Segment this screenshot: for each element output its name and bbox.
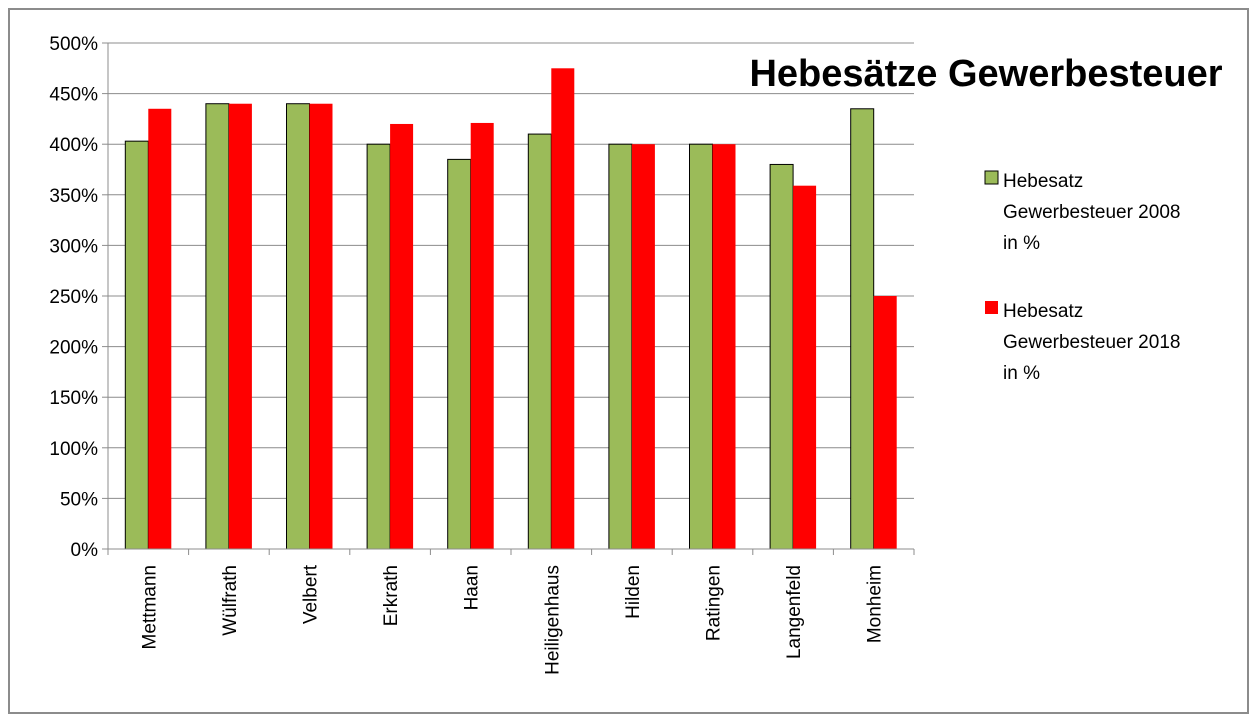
legend: Hebesatz Gewerbesteuer 2008 in % Hebesatz Ge… xyxy=(984,170,1180,384)
bar-2018-erkrath xyxy=(390,123,414,550)
x-tick-label: Ratingen xyxy=(704,565,725,641)
legend-label: Gewerbesteuer 2018 xyxy=(1003,332,1180,353)
bar-2008-monheim xyxy=(850,108,875,550)
y-tick-label: 500% xyxy=(49,34,98,55)
x-tick-labels: Mettmann Wülfrath Velbert Erkrath Haan Heilig… xyxy=(139,564,885,675)
chart-title: Hebesätze Gewerbesteuer xyxy=(749,53,1222,95)
bar-2008-erkrath xyxy=(366,143,391,550)
bar-2018-ratingen xyxy=(712,144,736,549)
legend-label: Hebesatz xyxy=(1003,171,1083,192)
bar-2018-monheim xyxy=(873,296,897,549)
y-tick-label: 300% xyxy=(49,236,98,257)
bar-2018-velbert xyxy=(309,103,333,549)
axes xyxy=(107,43,914,550)
legend-label: Hebesatz xyxy=(1003,301,1083,322)
bar-2018-hilden xyxy=(631,144,655,549)
bar-2018-wülfrath xyxy=(228,103,252,549)
x-tick-label: Wülfrath xyxy=(220,565,241,636)
bar-2018-langenfeld xyxy=(793,185,817,549)
bar-2008-ratingen xyxy=(689,143,713,550)
legend-label: in % xyxy=(1003,233,1040,254)
y-tick-labels: 0% 50% 100% 150% 200% 250% 300% 350% 400% 450% 500… xyxy=(49,34,98,561)
y-tick-label: 350% xyxy=(49,186,98,207)
x-tick-label: Monheim xyxy=(865,565,886,643)
bar-2008-wülfrath xyxy=(205,103,230,550)
y-tick-label: 50% xyxy=(60,489,98,510)
legend-swatch xyxy=(984,170,999,185)
y-tick-label: 400% xyxy=(49,135,98,156)
bar-2008-velbert xyxy=(286,103,310,550)
x-tick-label: Erkrath xyxy=(381,565,402,626)
bar-2018-haan xyxy=(470,122,494,549)
x-tick-label: Haan xyxy=(462,565,483,610)
bar-2018-mettmann xyxy=(148,108,172,549)
legend-swatch xyxy=(985,301,998,314)
y-tick-label: 0% xyxy=(71,540,99,561)
bar-2008-haan xyxy=(447,158,472,550)
y-tick-label: 150% xyxy=(49,388,98,409)
y-tick-label: 200% xyxy=(49,338,98,359)
x-tick-label: Hilden xyxy=(623,565,644,619)
legend-label: in % xyxy=(1003,363,1040,384)
x-tick-label: Velbert xyxy=(301,564,322,624)
y-tick-label: 250% xyxy=(49,287,98,308)
bar-2008-heiligenhaus xyxy=(527,133,552,550)
bar-2008-hilden xyxy=(608,143,633,550)
bars xyxy=(124,68,897,550)
y-tick-label: 450% xyxy=(49,85,98,106)
legend-label: Gewerbesteuer 2008 xyxy=(1003,202,1180,223)
bar-2008-langenfeld xyxy=(769,163,794,550)
bar-2008-mettmann xyxy=(124,140,149,550)
x-tick-label: Heiligenhaus xyxy=(542,565,563,675)
x-tick-label: Mettmann xyxy=(139,565,160,649)
bar-2018-heiligenhaus xyxy=(551,68,575,550)
x-tick-label: Langenfeld xyxy=(784,565,805,659)
y-tick-label: 100% xyxy=(49,439,98,460)
